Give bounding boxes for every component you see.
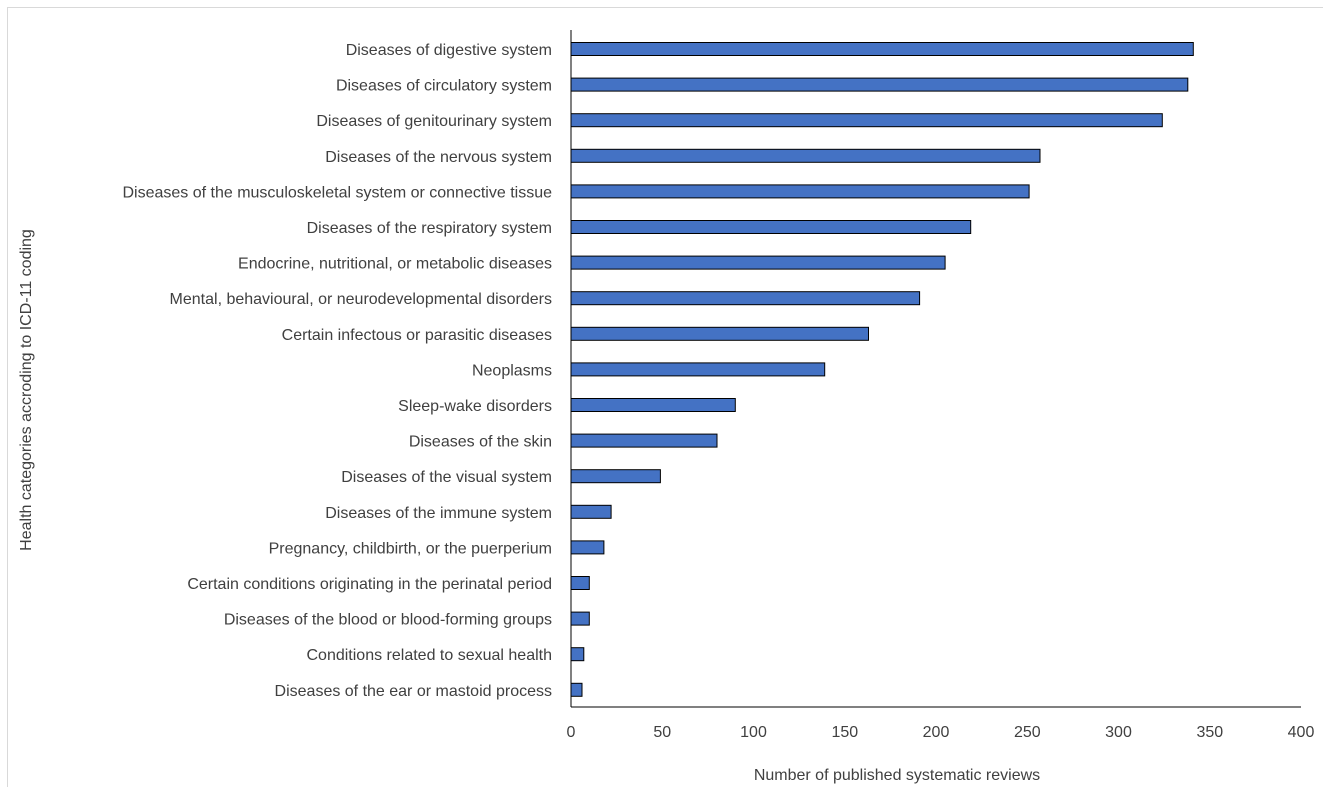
x-tick-label: 400 (1288, 724, 1315, 741)
bar (570, 77, 1189, 92)
bar (570, 326, 869, 341)
bar (570, 647, 585, 662)
category-label: Diseases of the visual system (341, 469, 552, 486)
x-tick-label: 150 (831, 724, 858, 741)
x-tick-label: 200 (923, 724, 950, 741)
bar (570, 504, 612, 519)
bar (570, 220, 972, 234)
category-label: Diseases of the ear or mastoid process (275, 683, 552, 700)
bar (570, 362, 826, 377)
category-label: Diseases of the musculoskeletal system o… (122, 184, 552, 201)
category-label: Endocrine, nutritional, or metabolic dis… (238, 256, 552, 273)
bar (570, 255, 946, 270)
bar (570, 576, 590, 590)
x-tick-label: 0 (567, 724, 576, 741)
bar (570, 42, 1194, 56)
category-label: Diseases of digestive system (346, 42, 552, 59)
x-tick-label: 300 (1105, 724, 1132, 741)
bar (570, 540, 605, 555)
category-label: Diseases of the blood or blood-forming g… (224, 612, 552, 629)
bar (570, 398, 736, 412)
x-tick-label: 50 (653, 724, 671, 741)
category-label: Diseases of the nervous system (325, 149, 552, 166)
y-axis-title: Health categories accroding to ICD-11 co… (18, 229, 35, 551)
bar (570, 113, 1163, 128)
category-label: Certain infectous or parasitic diseases (282, 327, 552, 344)
bars-layer (570, 42, 1194, 697)
category-label: Mental, behavioural, or neurodevelopment… (170, 291, 552, 308)
bar (570, 433, 718, 448)
chart-frame (7, 7, 1323, 787)
x-tick-label: 250 (1014, 724, 1041, 741)
x-axis-title: Number of published systematic reviews (754, 767, 1040, 784)
bar (570, 611, 590, 626)
x-tick-label: 350 (1196, 724, 1223, 741)
category-label: Pregnancy, childbirth, or the puerperium (269, 540, 552, 557)
category-label: Diseases of genitourinary system (316, 113, 552, 130)
bar (570, 469, 661, 484)
category-label: Diseases of the skin (409, 434, 552, 451)
x-tick-labels-layer: 0 50 100 150 200 250 300 350 400 (567, 724, 1315, 741)
bar (570, 682, 583, 697)
category-label: Certain conditions originating in the pe… (187, 576, 552, 593)
axes-layer (570, 30, 1301, 708)
bar (570, 291, 921, 306)
category-label: Diseases of circulatory system (336, 78, 552, 95)
category-label: Conditions related to sexual health (307, 647, 553, 664)
category-label: Sleep-wake disorders (398, 398, 552, 415)
x-tick-label: 100 (740, 724, 767, 741)
bar (570, 148, 1041, 163)
category-label: Diseases of the immune system (325, 505, 552, 522)
category-label: Diseases of the respiratory system (307, 220, 552, 237)
category-labels-layer: Diseases of digestive system Diseases of … (122, 42, 552, 700)
bar (570, 184, 1030, 199)
category-label: Neoplasms (472, 362, 552, 379)
